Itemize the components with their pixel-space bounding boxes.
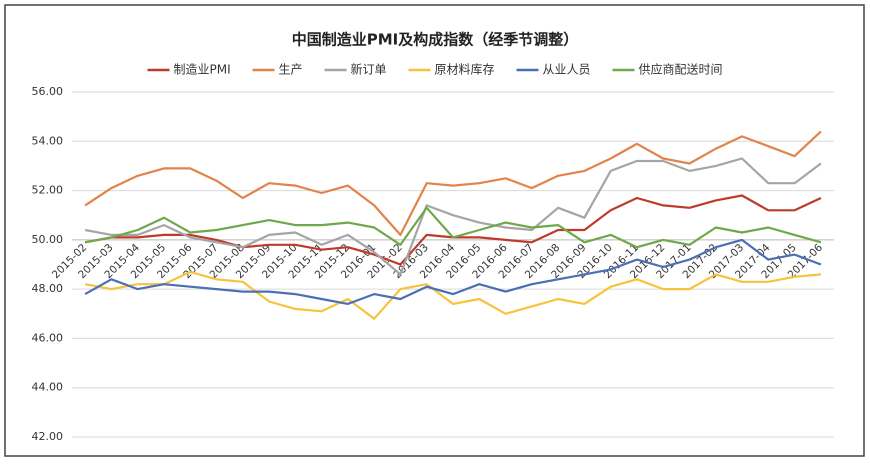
y-tick-label: 46.00 (32, 331, 64, 344)
y-tick-label: 54.00 (32, 134, 64, 147)
y-tick-label: 56.00 (32, 85, 64, 98)
y-tick-label: 42.00 (32, 430, 64, 443)
series-line (84, 270, 821, 320)
y-tick-label: 52.00 (32, 184, 64, 197)
chart-title: 中国制造业PMI及构成指数（经季节调整） (292, 31, 579, 49)
legend-label: 原材料库存 (435, 62, 495, 77)
legend-label: 供应商配送时间 (639, 62, 723, 77)
legend-label: 新订单 (351, 62, 387, 77)
y-tick-label: 50.00 (32, 233, 64, 246)
series-line (84, 206, 822, 249)
legend-label: 制造业PMI (174, 63, 231, 77)
series-line (84, 130, 822, 236)
y-tick-label: 44.00 (32, 381, 64, 394)
y-tick-label: 48.00 (32, 282, 64, 295)
series-line (84, 238, 822, 305)
legend-label: 生产 (279, 63, 303, 77)
legend-label: 从业人员 (543, 63, 591, 77)
series-line (84, 157, 822, 276)
